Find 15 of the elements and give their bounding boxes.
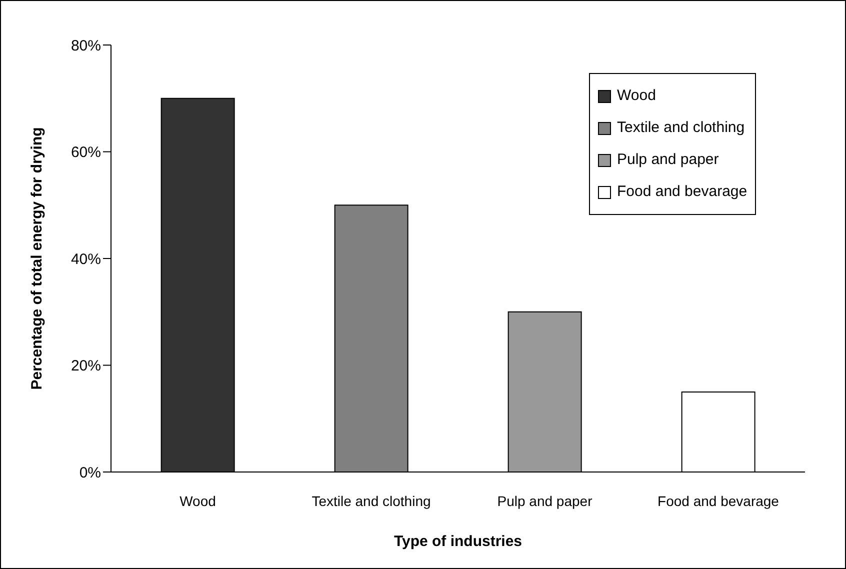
legend-label: Food and bevarage <box>617 182 748 202</box>
x-tick-label: Textile and clothing <box>312 492 431 509</box>
y-tick-label: 60% <box>70 144 101 162</box>
legend-label: Pulp and paper <box>617 150 719 170</box>
x-tick-label: Pulp and paper <box>497 492 593 509</box>
y-tick-label: 80% <box>70 37 101 54</box>
y-tick-label: 0% <box>79 464 101 482</box>
y-tick-label: 20% <box>70 358 101 375</box>
legend-label: Textile and clothing <box>617 118 745 138</box>
legend-label: Wood <box>617 86 656 106</box>
x-axis-title: Type of industries <box>394 533 522 550</box>
x-tick-label: Wood <box>180 492 216 509</box>
x-tick-label: Food and bevarage <box>658 492 780 509</box>
y-tick-label: 40% <box>70 250 101 268</box>
y-axis-title: Percentage of total energy for drying <box>28 127 46 390</box>
